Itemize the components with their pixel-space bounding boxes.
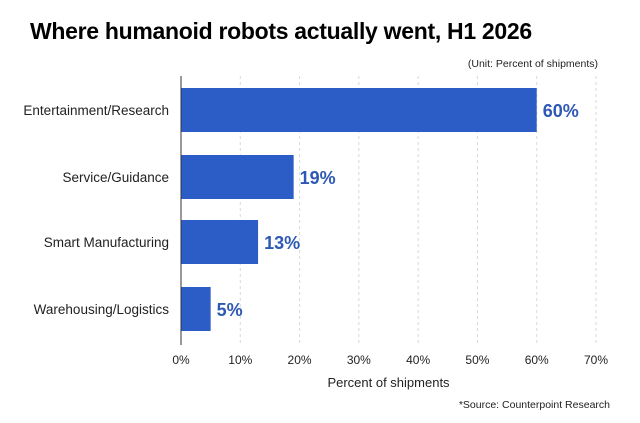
source-note: *Source: Counterpoint Research	[458, 399, 610, 411]
x-tick-label: 0%	[172, 353, 190, 367]
x-tick-label: 40%	[406, 353, 430, 367]
category-label: Warehousing/Logistics	[34, 302, 170, 317]
data-label: 19%	[300, 168, 336, 188]
category-label: Service/Guidance	[62, 170, 169, 185]
data-label: 5%	[217, 300, 243, 320]
x-tick-label: 20%	[288, 353, 312, 367]
unit-note: (Unit: Percent of shipments)	[467, 58, 598, 70]
category-label: Smart Manufacturing	[44, 235, 169, 250]
x-tick-label: 70%	[584, 353, 608, 367]
x-tick-label: 60%	[525, 353, 549, 367]
x-tick-label: 50%	[465, 353, 489, 367]
bar-3	[181, 287, 211, 331]
data-label: 60%	[543, 101, 579, 121]
category-label: Entertainment/Research	[23, 103, 169, 118]
x-tick-labels: 0% 10% 20% 30% 40% 50% 60% 70%	[172, 353, 608, 367]
category-labels: Entertainment/Research Service/Guidance Sm…	[23, 103, 169, 317]
chart-title: Where humanoid robots actually went, H1 …	[30, 18, 532, 44]
bar-1	[181, 155, 294, 199]
bar-0	[181, 88, 537, 132]
bars: 60% 19% 13% 5%	[181, 88, 579, 331]
x-tick-label: 30%	[347, 353, 371, 367]
x-tick-label: 10%	[228, 353, 252, 367]
x-axis-title: Percent of shipments	[327, 375, 450, 390]
data-label: 13%	[264, 233, 300, 253]
bar-2	[181, 220, 259, 264]
